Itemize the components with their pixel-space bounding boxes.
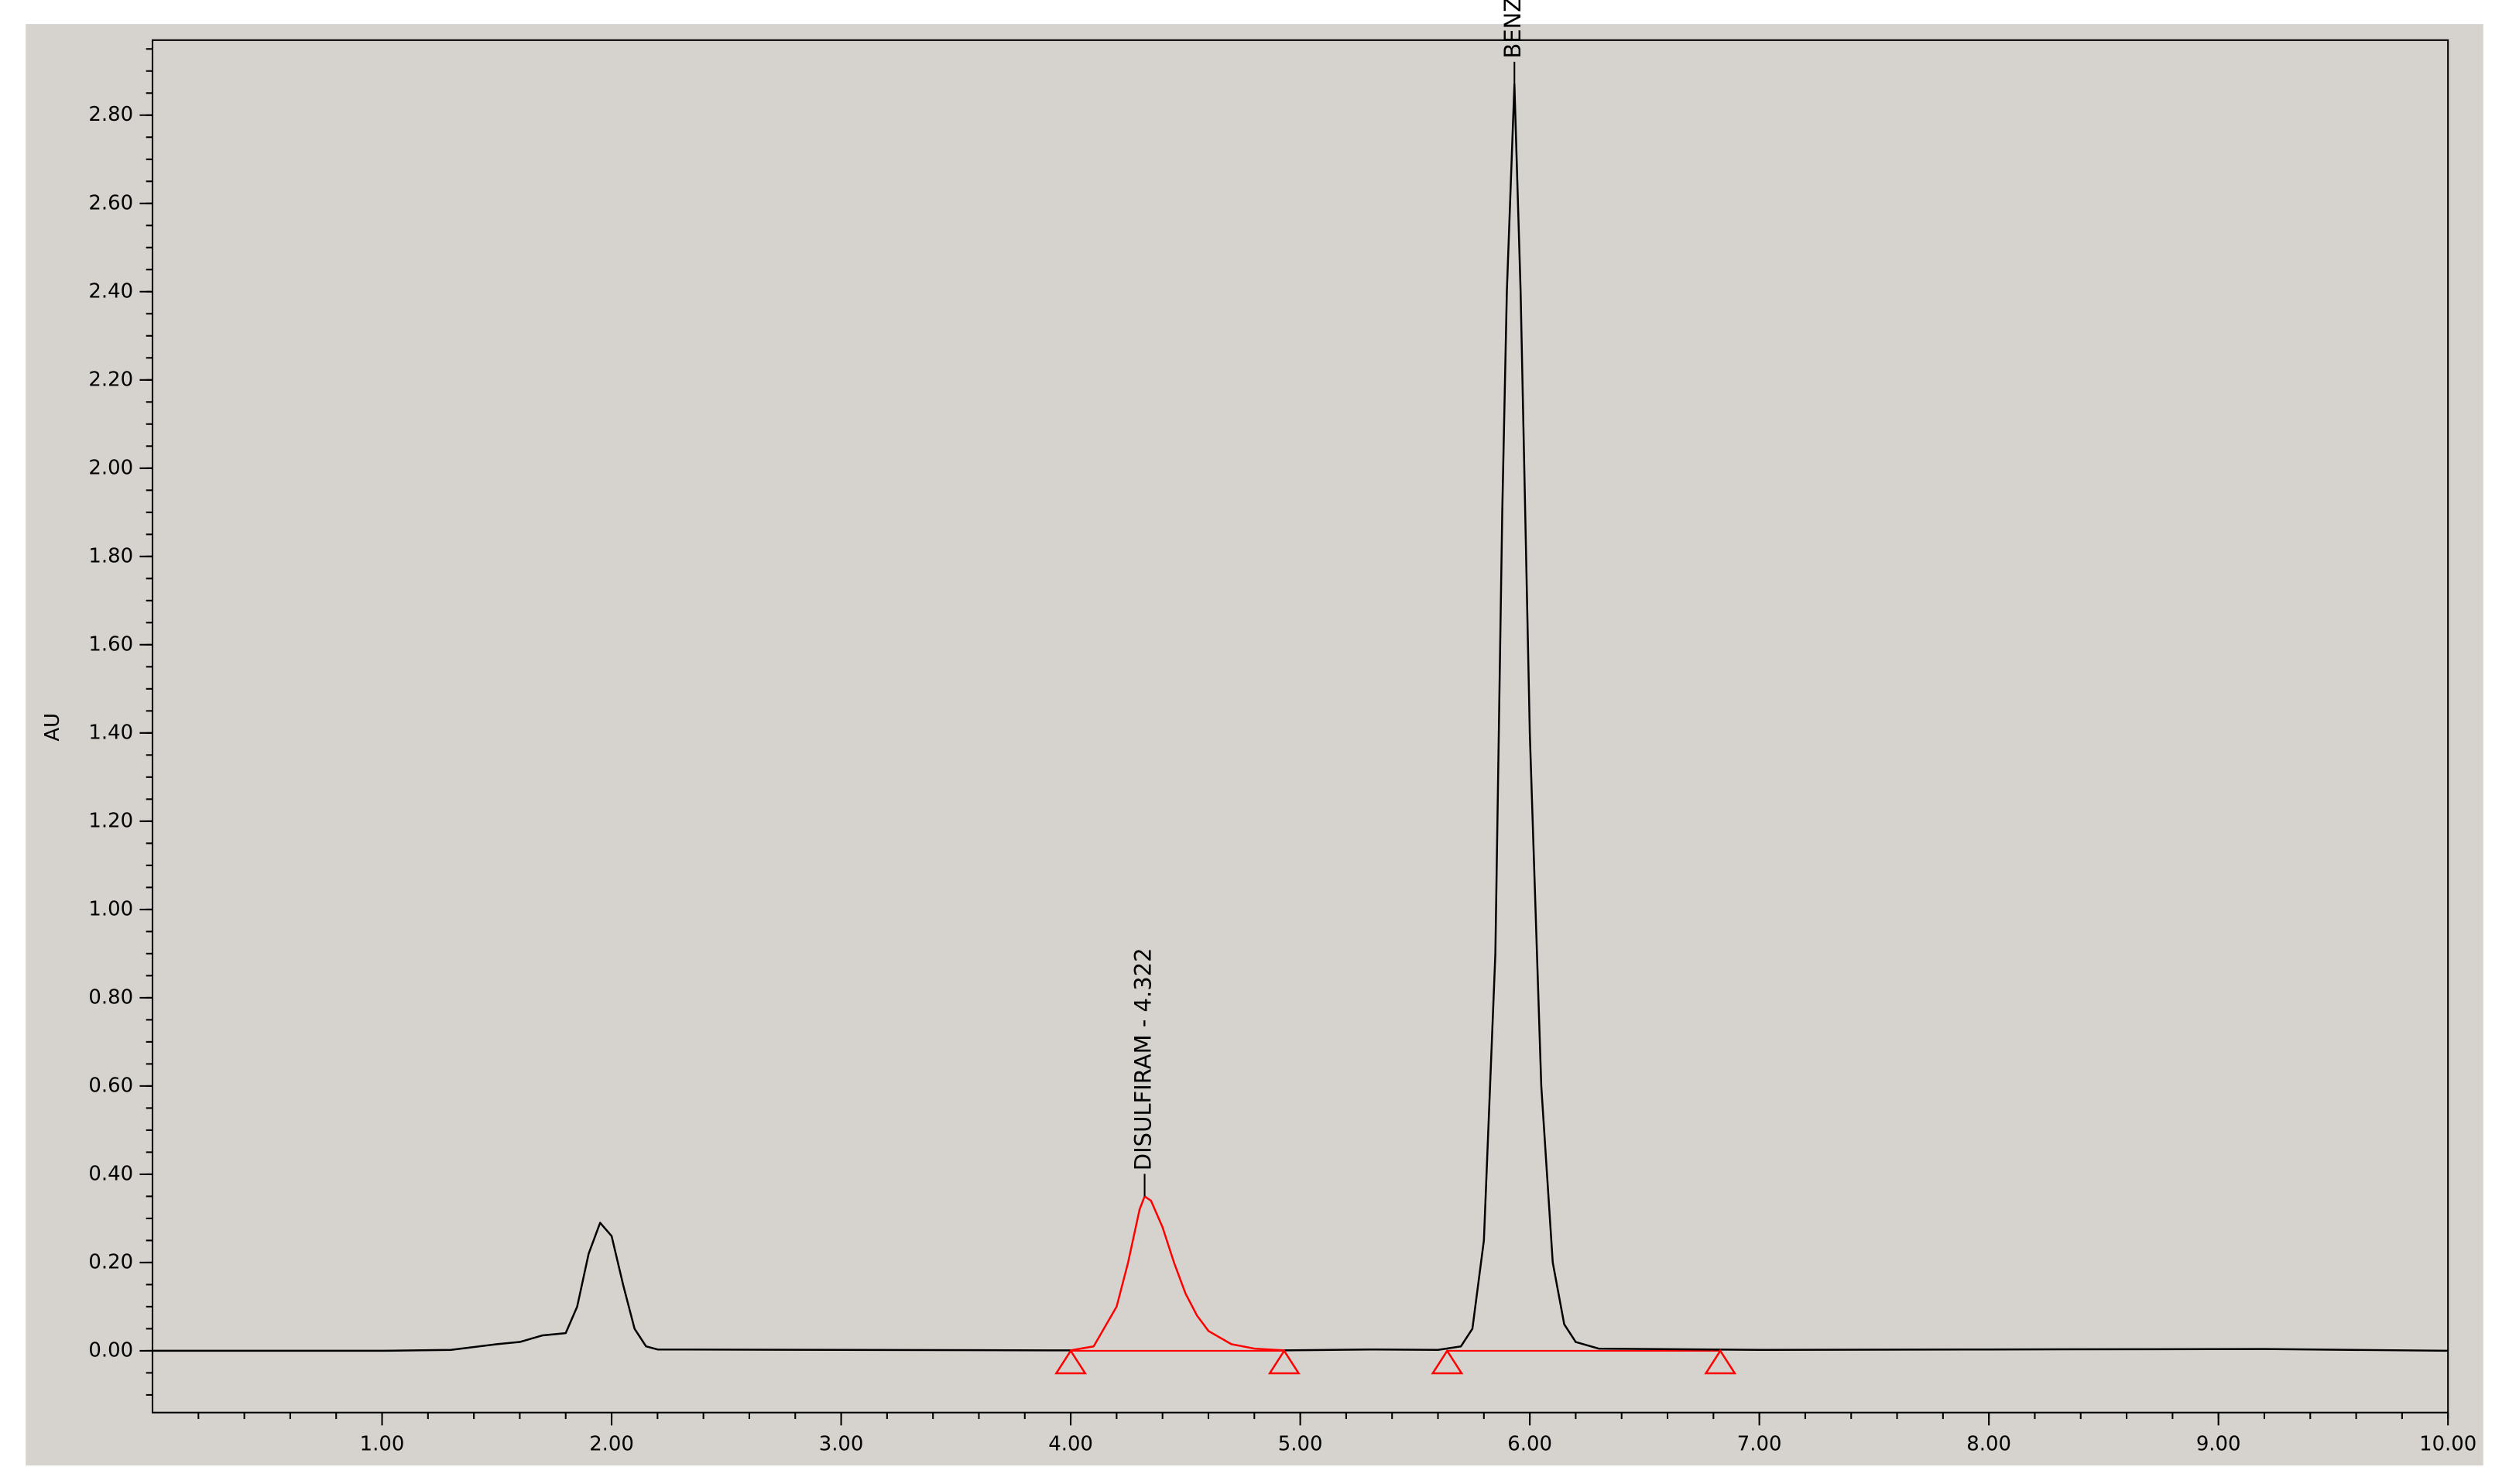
x-tick-label: 3.00 xyxy=(819,1433,864,1456)
y-tick-label: 1.00 xyxy=(88,897,133,920)
x-tick-label: 10.00 xyxy=(2419,1433,2476,1456)
y-tick-label: 1.80 xyxy=(88,544,133,567)
x-tick-label: 5.00 xyxy=(1278,1433,1323,1456)
y-tick-label: 0.20 xyxy=(88,1250,133,1273)
trace xyxy=(1070,1195,1284,1352)
y-tick-label: 2.40 xyxy=(88,279,133,303)
peak-mark xyxy=(1267,1349,1301,1375)
trace xyxy=(153,83,2449,1352)
y-tick-label: 1.20 xyxy=(88,809,133,832)
y-tick-label: 0.80 xyxy=(88,985,133,1009)
y-tick-label: 0.40 xyxy=(88,1162,133,1185)
x-tick-label: 6.00 xyxy=(1507,1433,1552,1456)
peak-label: DISULFIRAM - 4.322 xyxy=(1130,948,1157,1170)
y-tick-label: 0.60 xyxy=(88,1074,133,1097)
plot-area xyxy=(153,39,2449,1413)
x-tick-label: 9.00 xyxy=(2196,1433,2241,1456)
plot-frame xyxy=(151,39,2449,1414)
x-tick-label: 4.00 xyxy=(1048,1433,1093,1456)
peak-mark xyxy=(1054,1349,1088,1375)
y-tick-label: 2.20 xyxy=(88,368,133,391)
y-tick-label: 1.40 xyxy=(88,721,133,744)
peak-label: BENZYL BENZOATE - 5.933 xyxy=(1500,0,1526,59)
y-tick-label: 2.60 xyxy=(88,191,133,214)
peak-mark xyxy=(1431,1349,1464,1375)
y-tick-label: 0.00 xyxy=(88,1338,133,1362)
x-tick-label: 7.00 xyxy=(1737,1433,1782,1456)
x-tick-label: 1.00 xyxy=(360,1433,405,1456)
x-tick-label: 8.00 xyxy=(1966,1433,2011,1456)
y-tick-label: 2.00 xyxy=(88,456,133,479)
y-tick-label: 1.60 xyxy=(88,632,133,656)
peak-mark xyxy=(1704,1349,1737,1375)
y-axis-label: AU xyxy=(41,713,64,742)
x-tick-label: 2.00 xyxy=(589,1433,634,1456)
y-tick-label: 2.80 xyxy=(88,103,133,126)
